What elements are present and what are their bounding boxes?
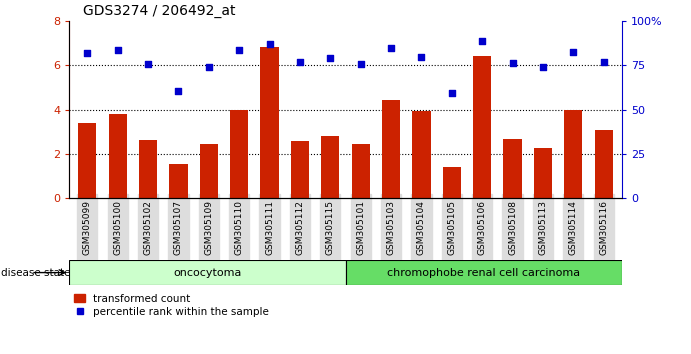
Bar bbox=[139, 139, 157, 198]
Bar bbox=[504, 138, 522, 198]
Legend: transformed count, percentile rank within the sample: transformed count, percentile rank withi… bbox=[75, 294, 269, 317]
Point bbox=[173, 88, 184, 94]
Point bbox=[416, 54, 427, 59]
Point bbox=[446, 90, 457, 96]
Text: GDS3274 / 206492_at: GDS3274 / 206492_at bbox=[83, 4, 236, 18]
Bar bbox=[473, 56, 491, 198]
Point bbox=[355, 62, 366, 67]
Text: oncocytoma: oncocytoma bbox=[173, 268, 241, 278]
Bar bbox=[69, 260, 346, 285]
Point bbox=[477, 38, 488, 44]
Bar bbox=[261, 47, 278, 198]
Bar bbox=[564, 110, 583, 198]
Bar bbox=[443, 167, 461, 198]
Bar bbox=[346, 260, 622, 285]
Bar bbox=[200, 144, 218, 198]
Point bbox=[386, 45, 397, 51]
Bar bbox=[108, 114, 127, 198]
Point bbox=[294, 59, 305, 65]
Bar bbox=[230, 110, 248, 198]
Point bbox=[538, 64, 549, 69]
Bar bbox=[78, 123, 97, 198]
Text: chromophobe renal cell carcinoma: chromophobe renal cell carcinoma bbox=[387, 268, 580, 278]
Point bbox=[203, 64, 214, 69]
Bar bbox=[382, 100, 400, 198]
Point bbox=[507, 61, 518, 66]
Point bbox=[234, 47, 245, 53]
Point bbox=[82, 51, 93, 56]
Point bbox=[142, 62, 153, 67]
Point bbox=[325, 55, 336, 61]
Bar bbox=[321, 136, 339, 198]
Point bbox=[112, 47, 123, 53]
Point bbox=[568, 50, 579, 55]
Bar bbox=[594, 130, 613, 198]
Bar bbox=[291, 141, 309, 198]
Bar bbox=[352, 144, 370, 198]
Bar bbox=[169, 164, 187, 198]
Bar bbox=[534, 148, 552, 198]
Bar bbox=[413, 111, 430, 198]
Point bbox=[264, 42, 275, 47]
Point bbox=[598, 59, 609, 65]
Text: disease state: disease state bbox=[1, 268, 71, 278]
